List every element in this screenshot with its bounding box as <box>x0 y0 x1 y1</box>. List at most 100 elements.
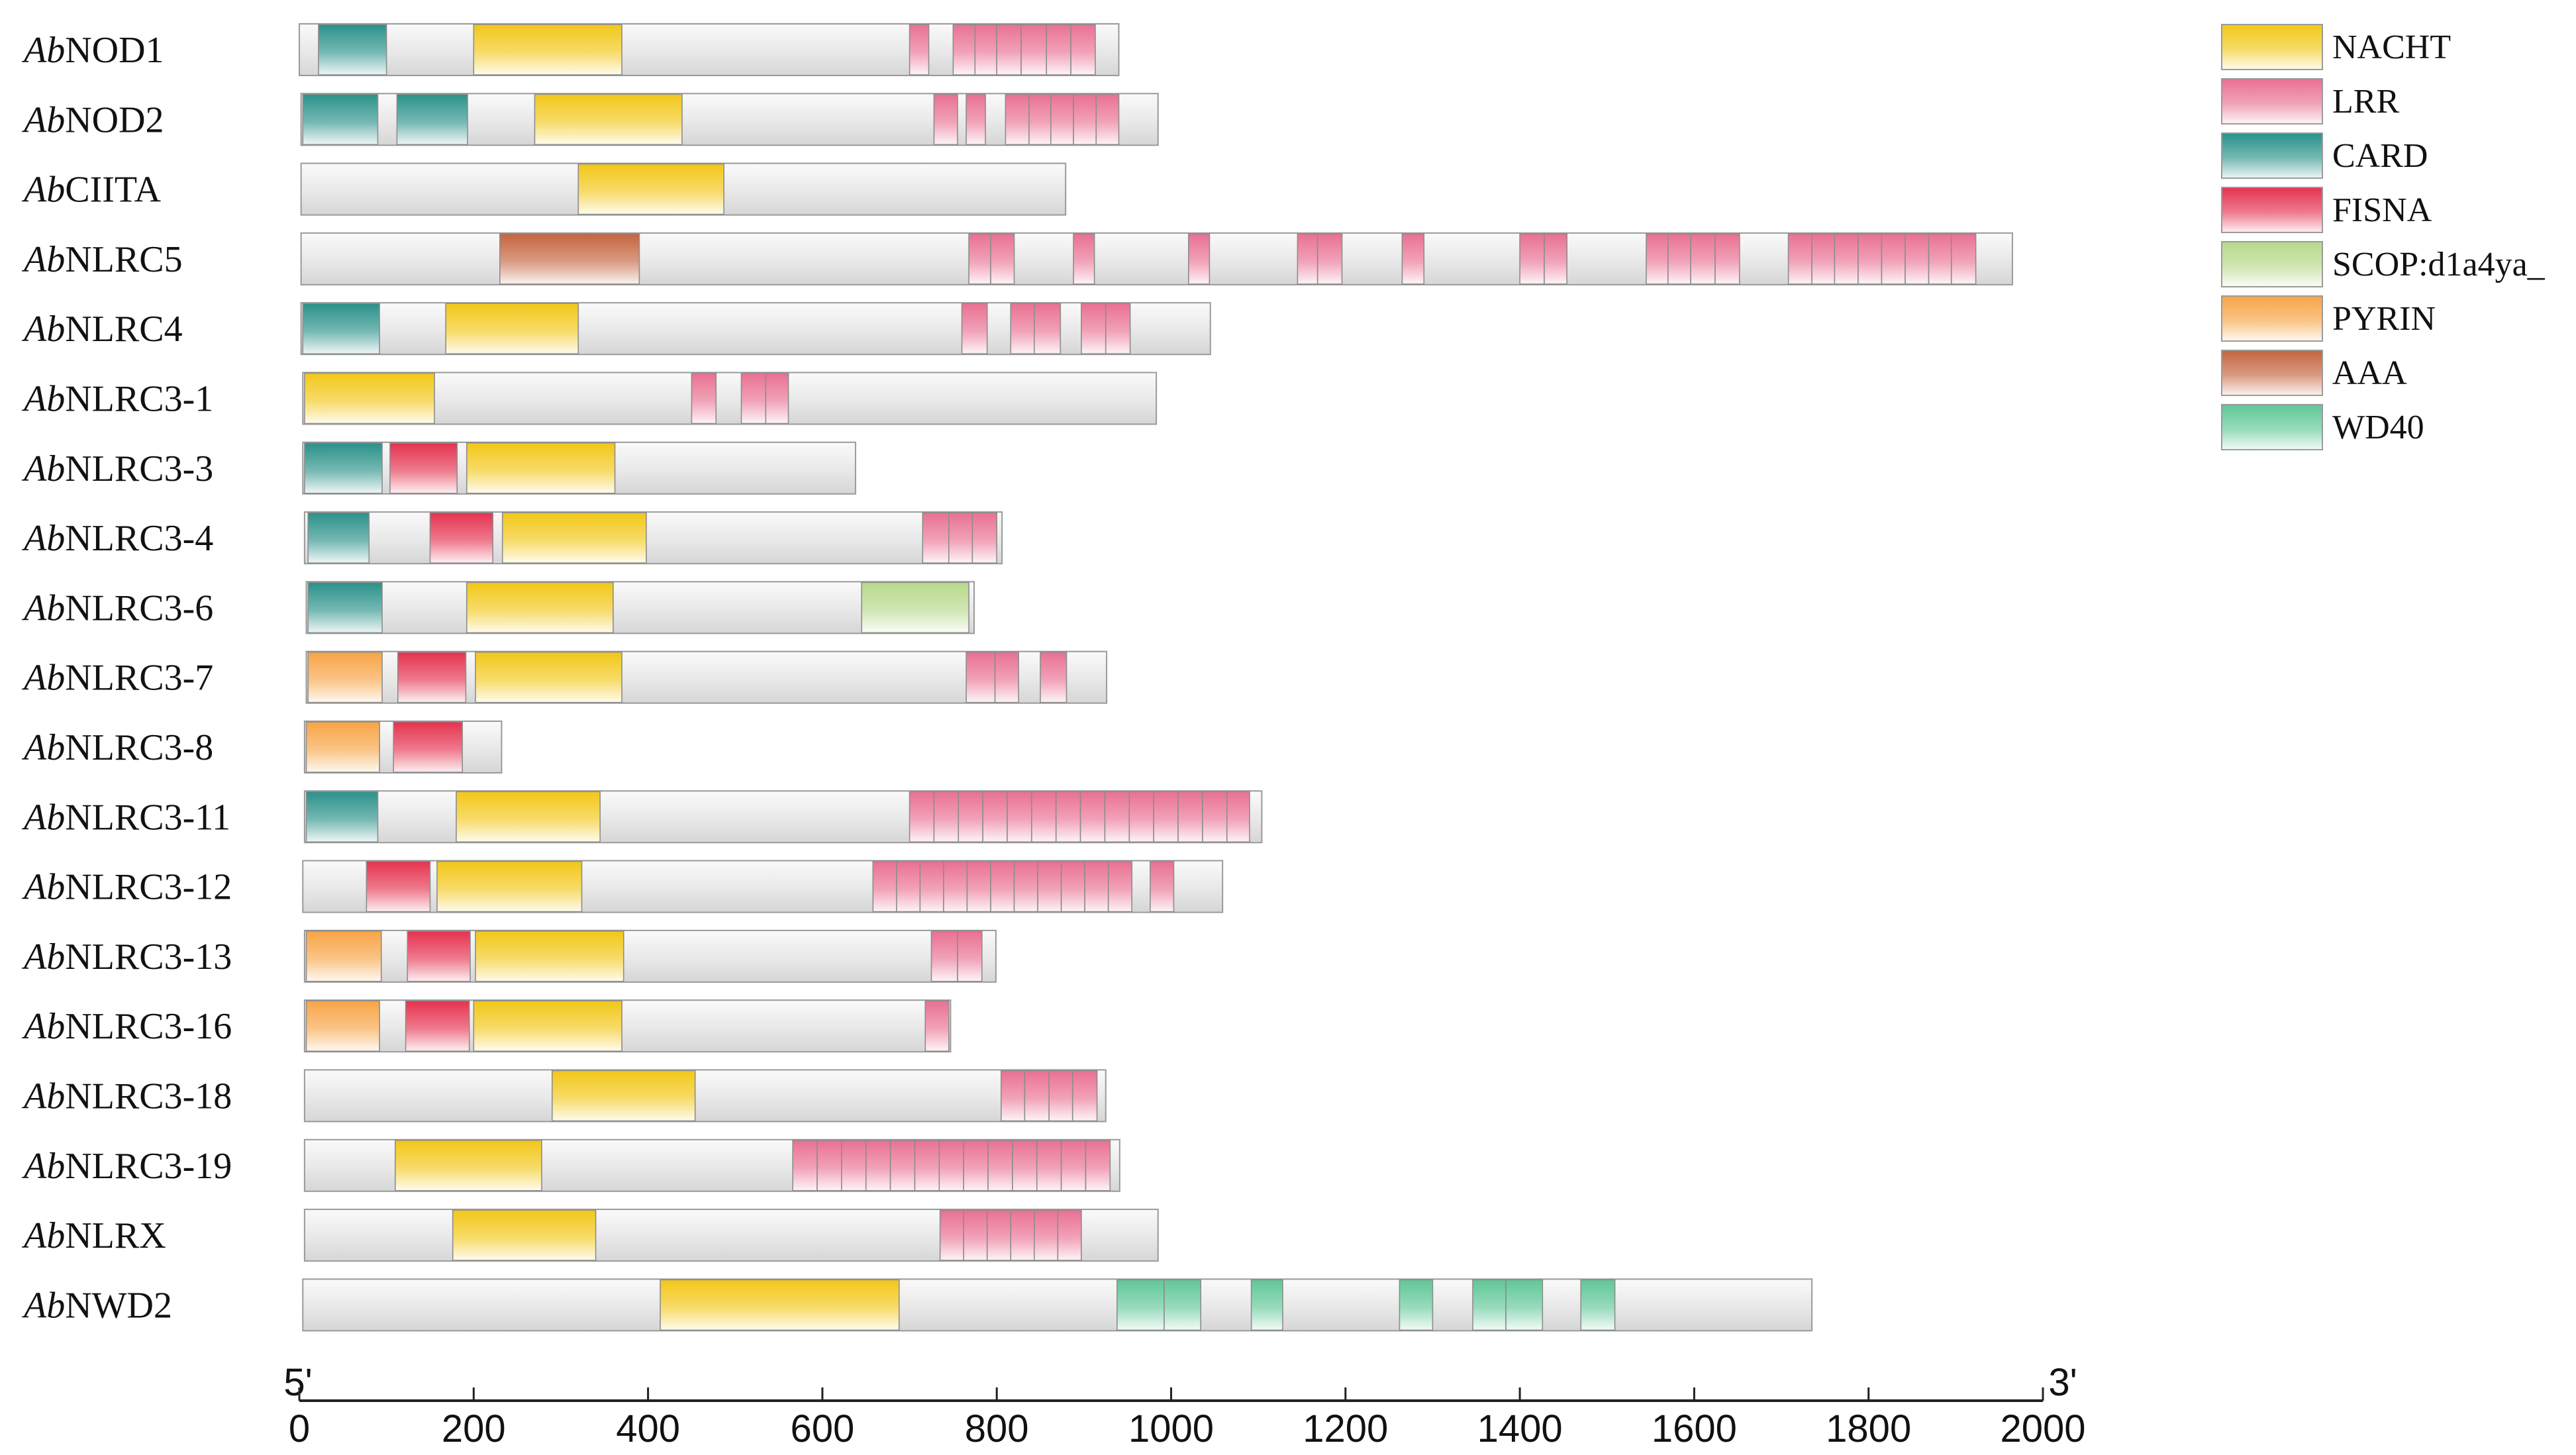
lrr-domain <box>1013 860 1038 913</box>
lrr-domain <box>1107 860 1133 913</box>
tick-label: 1800 <box>1826 1407 1911 1450</box>
tick-label: 200 <box>442 1407 506 1450</box>
protein-backbone <box>303 511 1003 565</box>
lrr-domain <box>914 1140 940 1191</box>
protein-name: NLRC3-18 <box>65 1076 232 1117</box>
nacht-domain <box>501 512 647 564</box>
lrr-domain <box>1005 93 1030 146</box>
species-prefix: Ab <box>21 239 65 280</box>
protein-name: NLRC4 <box>65 309 182 350</box>
legend-label: AAA <box>2332 354 2407 392</box>
card-domain <box>302 93 379 146</box>
protein-backbone <box>303 1069 1107 1123</box>
species-prefix: Ab <box>21 1006 65 1047</box>
lrr-domain <box>1297 233 1318 285</box>
lrr-domain <box>933 791 960 843</box>
lrr-domain <box>1085 1140 1111 1191</box>
card-domain <box>396 93 468 146</box>
lrr-domain <box>1811 233 1836 285</box>
protein-name: NLRC5 <box>65 239 182 280</box>
lrr-domain <box>933 93 958 146</box>
lrr-domain <box>1928 233 1952 285</box>
lrr-domain <box>968 233 991 285</box>
protein-label: AbNOD1 <box>21 30 164 71</box>
protein-name: NLRC3-6 <box>65 587 213 628</box>
legend-item: AAA <box>2221 350 2407 396</box>
legend-item: LRR <box>2221 78 2399 125</box>
lrr-domain <box>952 24 976 75</box>
lrr-domain <box>1048 1070 1073 1122</box>
lrr-domain <box>1690 233 1716 285</box>
wd40-domain <box>1505 1279 1544 1331</box>
protein-label: AbNLRC3-13 <box>21 936 232 978</box>
lrr-domain <box>957 930 983 982</box>
legend-item: WD40 <box>2221 404 2424 450</box>
lrr-domain <box>1544 233 1567 285</box>
lrr-domain <box>1034 303 1062 355</box>
legend-swatch <box>2221 78 2323 125</box>
nacht-domain <box>445 303 579 355</box>
lrr-domain <box>1055 791 1081 843</box>
tick-label: 2000 <box>2000 1407 2085 1450</box>
lrr-domain <box>1104 791 1130 843</box>
protein-label: AbNLRC3-16 <box>21 1006 232 1047</box>
protein-row <box>300 232 2013 285</box>
lrr-domain <box>939 1209 964 1261</box>
protein-label: AbNLRC3-6 <box>21 587 213 628</box>
lrr-domain <box>1095 93 1120 146</box>
lrr-domain <box>963 1140 989 1191</box>
lrr-domain <box>1012 1140 1038 1191</box>
legend-swatch <box>2221 132 2323 179</box>
legend-label: CARD <box>2332 137 2428 175</box>
species-prefix: Ab <box>21 448 65 489</box>
protein-row <box>302 860 1224 913</box>
lrr-domain <box>1401 233 1425 285</box>
lrr-domain <box>792 1140 818 1191</box>
nacht-domain <box>551 1070 696 1122</box>
lrr-domain <box>1036 1140 1062 1191</box>
species-prefix: Ab <box>21 727 65 768</box>
legend-label: PYRIN <box>2332 300 2436 338</box>
lrr-domain <box>974 24 997 75</box>
lrr-domain <box>1073 93 1097 146</box>
lrr-domain <box>1177 791 1203 843</box>
fisna-domain <box>389 442 458 494</box>
lrr-domain <box>1050 93 1074 146</box>
lrr-domain <box>1202 791 1228 843</box>
wd40-domain <box>1580 1279 1616 1331</box>
nacht-domain <box>660 1279 900 1331</box>
card-domain <box>318 24 387 75</box>
lrr-domain <box>987 1140 1013 1191</box>
lrr-domain <box>1060 860 1085 913</box>
legend-swatch <box>2221 241 2323 287</box>
protein-label: AbNWD2 <box>21 1285 172 1326</box>
protein-name: NLRC3-8 <box>65 727 213 768</box>
aaa-domain <box>499 233 640 285</box>
protein-row <box>302 441 856 495</box>
protein-name: CIITA <box>65 170 161 211</box>
protein-name: NOD1 <box>65 30 164 71</box>
lrr-domain <box>994 651 1019 703</box>
legend-label: WD40 <box>2332 409 2424 446</box>
pyrin-domain <box>307 651 383 703</box>
lrr-domain <box>966 651 996 703</box>
protein-name: NOD2 <box>65 99 164 140</box>
fisna-domain <box>366 860 431 913</box>
scop-domain <box>861 581 969 634</box>
nacht-domain <box>473 1000 622 1052</box>
nacht-domain <box>466 581 614 634</box>
protein-row <box>303 1069 1107 1123</box>
lrr-domain <box>958 791 983 843</box>
protein-row <box>299 23 1120 76</box>
wd40-domain <box>1399 1279 1434 1331</box>
species-prefix: Ab <box>21 936 65 978</box>
nacht-domain <box>534 93 683 146</box>
legend-label: FISNA <box>2332 191 2432 229</box>
fisna-domain <box>405 1000 470 1052</box>
x-axis: 5' 3' 0 200 400 600 800 1000 1200 1400 1600 1800 2… <box>283 1361 2085 1450</box>
lrr-domain <box>1858 233 1883 285</box>
legend-item: CARD <box>2221 132 2428 179</box>
nacht-domain <box>395 1140 542 1191</box>
protein-row <box>303 721 503 774</box>
lrr-domain <box>1040 651 1067 703</box>
